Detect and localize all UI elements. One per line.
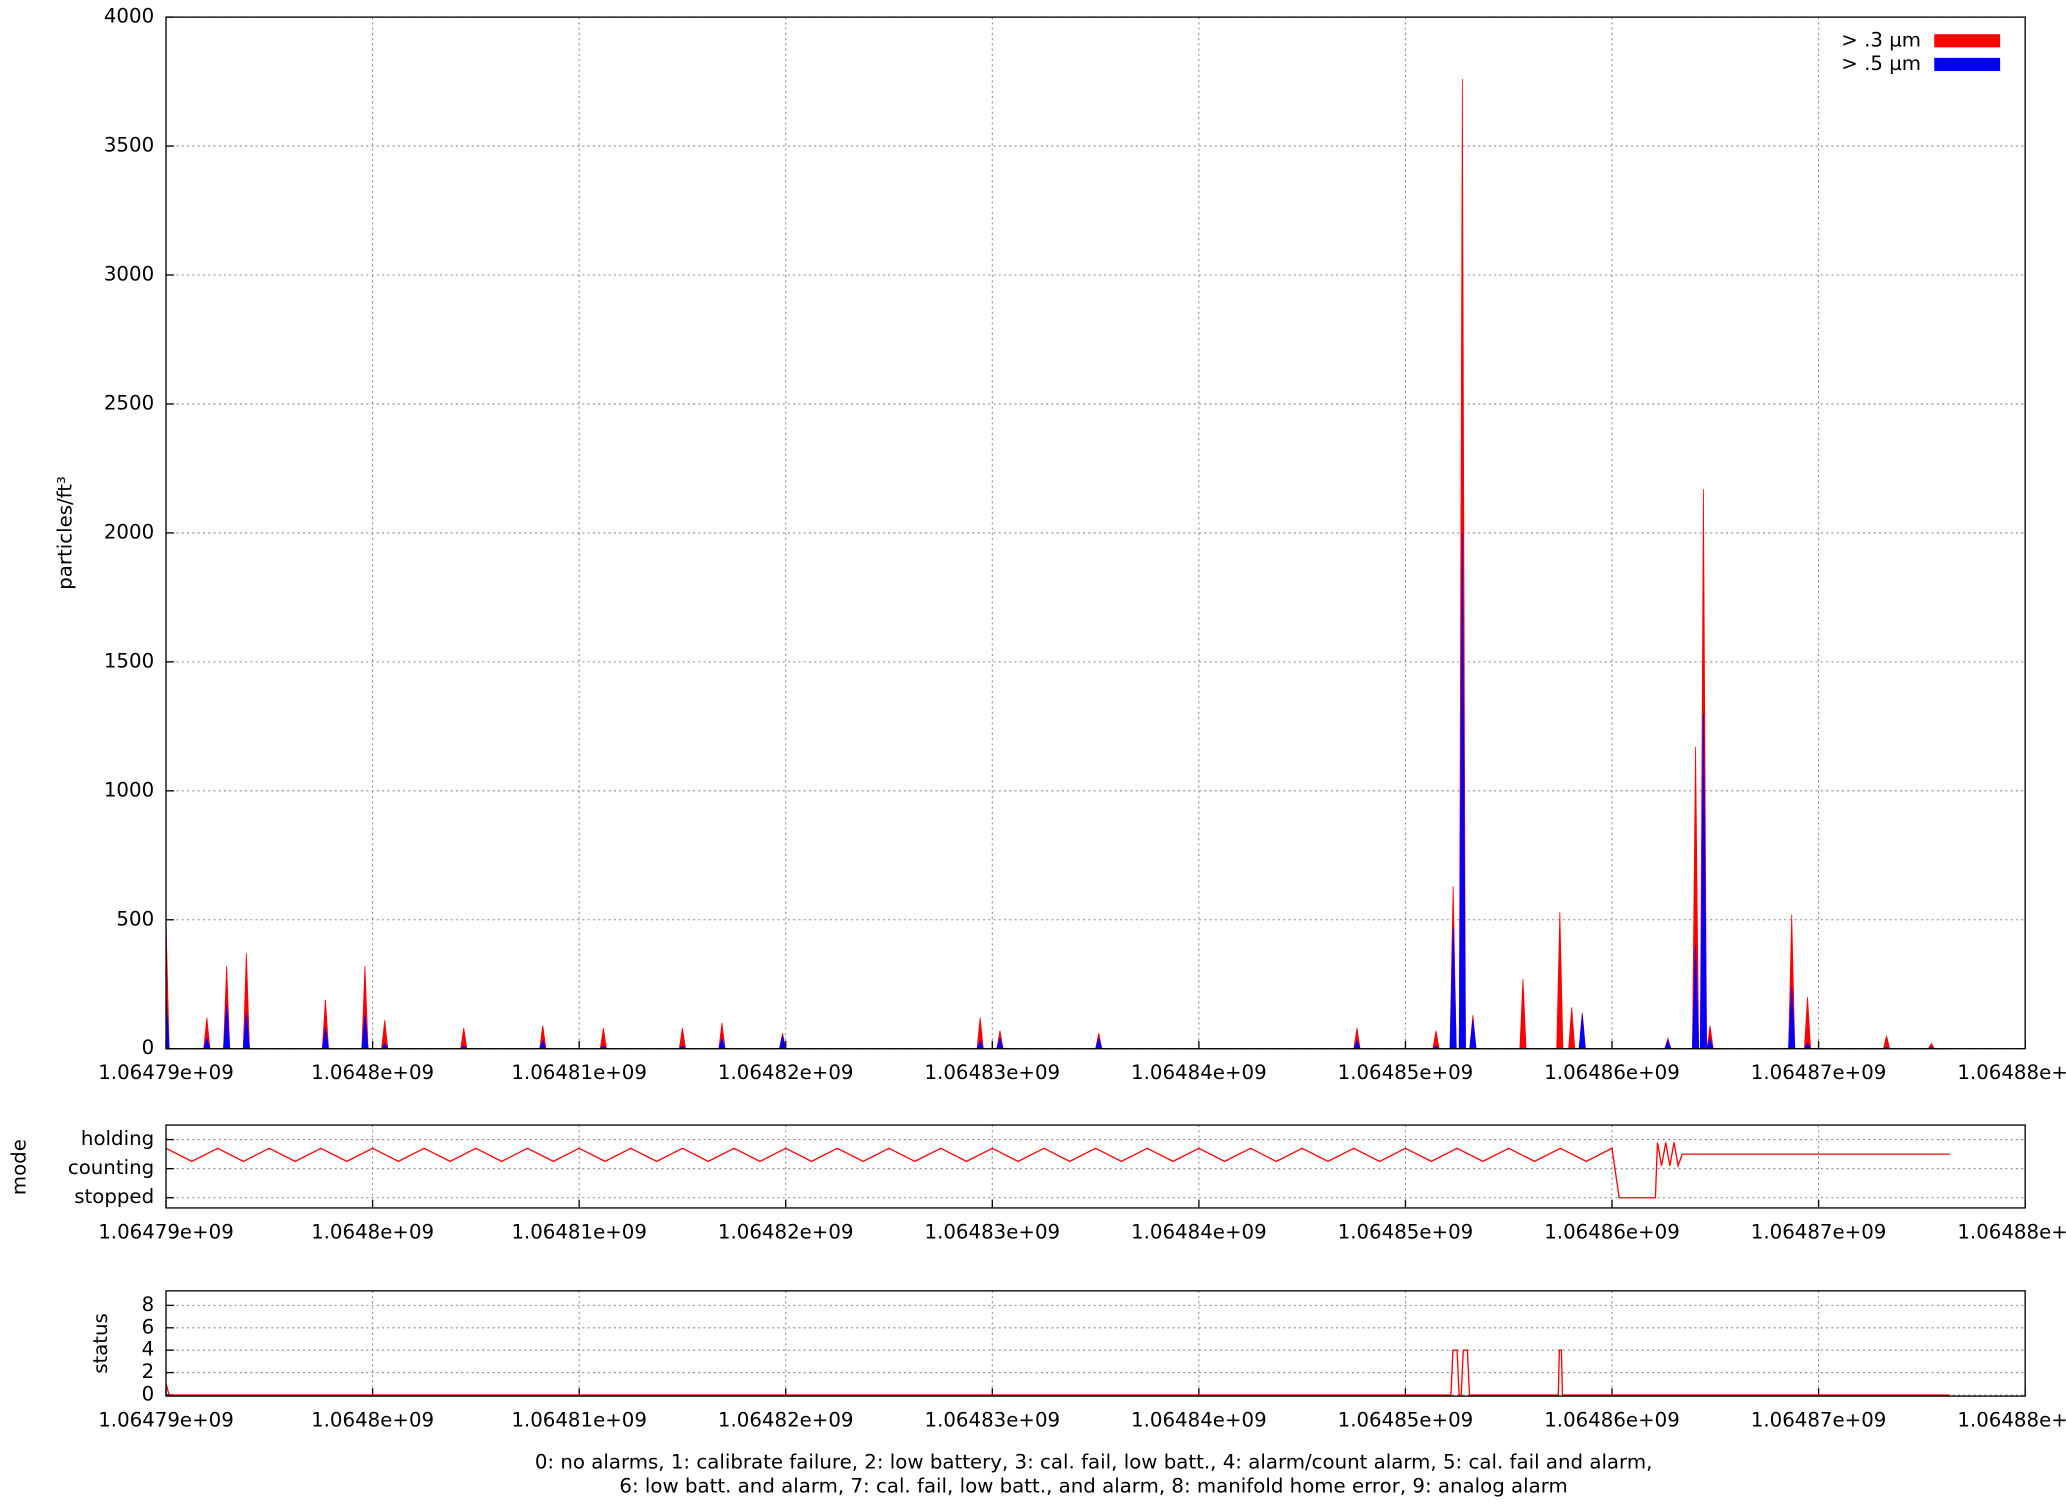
footnote: 6: low batt. and alarm, 7: cal. fail, lo… — [619, 1474, 1567, 1497]
x-tick-label: 1.06483e+09 — [924, 1409, 1060, 1432]
line-series — [165, 1142, 1950, 1199]
y-tick-label: 4 — [142, 1338, 155, 1361]
y-tick-label: 4000 — [104, 5, 154, 28]
y-tick-label: stopped — [74, 1185, 154, 1208]
y-tick-label: 2000 — [104, 520, 154, 543]
y-tick-label: 0 — [142, 1036, 155, 1059]
plot-frame — [165, 1124, 2026, 1209]
legend-swatch — [1934, 57, 2001, 72]
y-tick-label: 6 — [142, 1315, 155, 1338]
legend-swatch — [1934, 34, 2001, 48]
legend-label: > .5 µm — [1841, 52, 1921, 75]
y-tick-label: counting — [68, 1156, 154, 1179]
y-tick-label: 2500 — [104, 391, 154, 414]
area-series — [165, 79, 1950, 1050]
y-axis-label: status — [89, 1313, 112, 1374]
x-tick-label: 1.06487e+09 — [1751, 1061, 1887, 1084]
x-tick-label: 1.06479e+09 — [98, 1409, 234, 1432]
x-tick-label: 1.06482e+09 — [718, 1220, 854, 1243]
x-tick-label: 1.06484e+09 — [1131, 1061, 1267, 1084]
y-axis-label: particles/ft³ — [53, 476, 76, 590]
x-tick-label: 1.06488e+09 — [1957, 1061, 2066, 1084]
x-tick-label: 1.06483e+09 — [924, 1061, 1060, 1084]
plot-frame — [165, 1290, 2026, 1397]
x-tick-label: 1.06483e+09 — [924, 1220, 1060, 1243]
x-tick-label: 1.06481e+09 — [511, 1220, 647, 1243]
x-tick-label: 1.06486e+09 — [1544, 1061, 1680, 1084]
y-tick-label: 500 — [116, 907, 154, 930]
x-tick-label: 1.06488e+09 — [1957, 1409, 2066, 1432]
x-tick-label: 1.06484e+09 — [1131, 1220, 1267, 1243]
y-tick-label: 3000 — [104, 263, 154, 286]
x-tick-label: 1.06485e+09 — [1338, 1220, 1474, 1243]
x-tick-label: 1.06486e+09 — [1544, 1409, 1680, 1432]
y-tick-label: 1500 — [104, 649, 154, 672]
x-tick-label: 1.06479e+09 — [98, 1220, 234, 1243]
x-tick-label: 1.06487e+09 — [1751, 1220, 1887, 1243]
x-tick-label: 1.0648e+09 — [311, 1061, 434, 1084]
y-axis-label: mode — [7, 1139, 30, 1195]
legend-label: > .3 µm — [1841, 28, 1921, 51]
y-tick-label: 0 — [142, 1382, 155, 1405]
x-tick-label: 1.06482e+09 — [718, 1409, 854, 1432]
line-series — [165, 1349, 1950, 1396]
x-tick-label: 1.06484e+09 — [1131, 1409, 1267, 1432]
y-tick-label: 3500 — [104, 134, 154, 157]
x-tick-label: 1.06481e+09 — [511, 1409, 647, 1432]
x-tick-label: 1.0648e+09 — [311, 1409, 434, 1432]
x-tick-label: 1.06486e+09 — [1544, 1220, 1680, 1243]
x-tick-label: 1.06485e+09 — [1338, 1061, 1474, 1084]
x-tick-label: 1.06482e+09 — [718, 1061, 854, 1084]
footnote: 0: no alarms, 1: calibrate failure, 2: l… — [535, 1451, 1653, 1474]
x-tick-label: 1.0648e+09 — [311, 1220, 434, 1243]
y-tick-label: 1000 — [104, 778, 154, 801]
x-tick-label: 1.06479e+09 — [98, 1061, 234, 1084]
y-tick-label: 8 — [142, 1293, 155, 1316]
x-tick-label: 1.06485e+09 — [1338, 1409, 1474, 1432]
x-tick-label: 1.06487e+09 — [1751, 1409, 1887, 1432]
x-tick-label: 1.06481e+09 — [511, 1061, 647, 1084]
y-tick-label: 2 — [142, 1360, 155, 1383]
x-tick-label: 1.06488e+09 — [1957, 1220, 2066, 1243]
plot-frame — [165, 16, 2026, 1050]
y-tick-label: holding — [81, 1127, 154, 1150]
